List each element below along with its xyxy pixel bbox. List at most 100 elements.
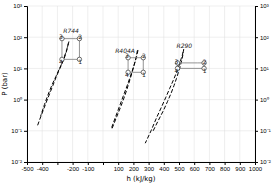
tick-label: 10⁻¹	[260, 128, 271, 134]
axis-line	[28, 163, 256, 166]
tick: 10³	[255, 3, 269, 9]
tick: 300	[144, 162, 155, 172]
tick-label: 10³	[260, 3, 269, 9]
grid-line-y	[27, 130, 255, 131]
tick-label: 10⁰	[13, 96, 22, 103]
tick: 100	[114, 162, 125, 172]
grid-line-x	[148, 6, 149, 162]
tick: 10²	[13, 35, 27, 41]
tick-mark	[240, 162, 241, 165]
tick-mark	[73, 162, 74, 165]
y-axis: 10⁻²10⁻¹10⁰10¹10²10³	[11, 3, 27, 165]
tick: 10⁻¹	[11, 128, 27, 134]
tick-mark	[57, 162, 58, 165]
x-axis-title: h (kJ/kg)	[126, 175, 155, 183]
tick: 10²	[255, 35, 269, 41]
tick-label: 1000	[249, 166, 263, 172]
axis-line	[24, 7, 28, 163]
tick: 10⁻²	[255, 159, 271, 165]
tick: 800	[220, 162, 231, 172]
saturation-dome	[111, 49, 138, 128]
grid-line-x	[57, 6, 58, 162]
tick-mark	[255, 100, 258, 101]
tick-mark	[24, 37, 27, 38]
tick: 10⁻²	[11, 159, 27, 165]
tick: 10¹	[13, 66, 27, 72]
tick-mark	[149, 162, 150, 165]
axis-line	[256, 7, 259, 163]
tick-label: 10¹	[13, 66, 22, 72]
tick: 700	[205, 162, 216, 172]
tick-label: 400	[159, 166, 170, 172]
tick-label: 800	[220, 166, 231, 172]
grid-line-y	[27, 99, 255, 100]
tick-label: 100	[114, 166, 125, 172]
tick-mark	[255, 131, 258, 132]
annotation: 3	[175, 58, 179, 65]
tick-mark	[255, 6, 258, 7]
tick-mark	[255, 68, 258, 69]
tick-label: 10²	[260, 35, 269, 41]
annotation: 4	[175, 67, 179, 74]
grid-line-x	[87, 6, 88, 162]
grid-line-x	[133, 6, 134, 162]
tick	[57, 162, 58, 165]
tick-mark	[133, 162, 134, 165]
tick-label: 300	[144, 166, 155, 172]
tick-label: 10⁻²	[11, 159, 22, 165]
chart: -500-400-200-100100200300400500600700800…	[0, 0, 274, 184]
grid-line-y	[27, 6, 255, 7]
tick-mark	[194, 162, 195, 165]
grid-line-x	[118, 6, 119, 162]
annotation: 2	[142, 52, 146, 59]
grid-line-y	[27, 68, 255, 69]
tick: 10⁻¹	[255, 128, 271, 134]
grid-line-x	[103, 6, 104, 162]
tick-label: -500	[21, 166, 34, 172]
tick-label: 10²	[13, 35, 22, 41]
y2-axis: 10⁻²10⁻¹10⁰10¹10²10³	[255, 3, 271, 165]
tick-mark	[24, 162, 27, 163]
tick-mark	[88, 162, 89, 165]
tick-label: 600	[190, 166, 201, 172]
tick-label: 900	[235, 166, 246, 172]
tick-mark	[255, 162, 258, 163]
tick-mark	[24, 6, 27, 7]
tick: 200	[129, 162, 140, 172]
annotation: 2	[203, 58, 207, 65]
grid-line-x	[194, 6, 195, 162]
tick-label: 700	[205, 166, 216, 172]
tick-mark	[118, 162, 119, 165]
tick-label: 500	[174, 166, 185, 172]
annotation: R404A	[115, 47, 135, 54]
tick-mark	[225, 162, 226, 165]
annotation: 1	[203, 67, 207, 74]
tick-mark	[255, 37, 258, 38]
tick-mark	[179, 162, 180, 165]
annotation: 1	[78, 58, 82, 65]
grid-line-x	[42, 6, 43, 162]
annotation: 4	[125, 71, 129, 78]
tick-mark	[209, 162, 210, 165]
tick: 500	[174, 162, 185, 172]
tick-label: 200	[129, 166, 140, 172]
tick: 600	[190, 162, 201, 172]
grid-line-x	[209, 6, 210, 162]
grid-line-x	[239, 6, 240, 162]
tick-label: 10⁻¹	[11, 128, 22, 134]
grid-line-x	[224, 6, 225, 162]
annotation: 4	[59, 58, 63, 65]
tick-mark	[164, 162, 165, 165]
y-axis-title: P (bar)	[1, 72, 9, 96]
tick: 900	[235, 162, 246, 172]
tick-label: 10⁰	[260, 96, 269, 103]
tick: 400	[159, 162, 170, 172]
plot-area	[38, 36, 207, 143]
grid	[27, 6, 255, 162]
tick-mark	[103, 162, 104, 165]
tick	[103, 162, 104, 165]
tick-label: -400	[37, 166, 50, 172]
saturation-dome	[38, 41, 69, 125]
tick: 10⁰	[13, 96, 27, 103]
annotation: R290	[177, 42, 193, 49]
